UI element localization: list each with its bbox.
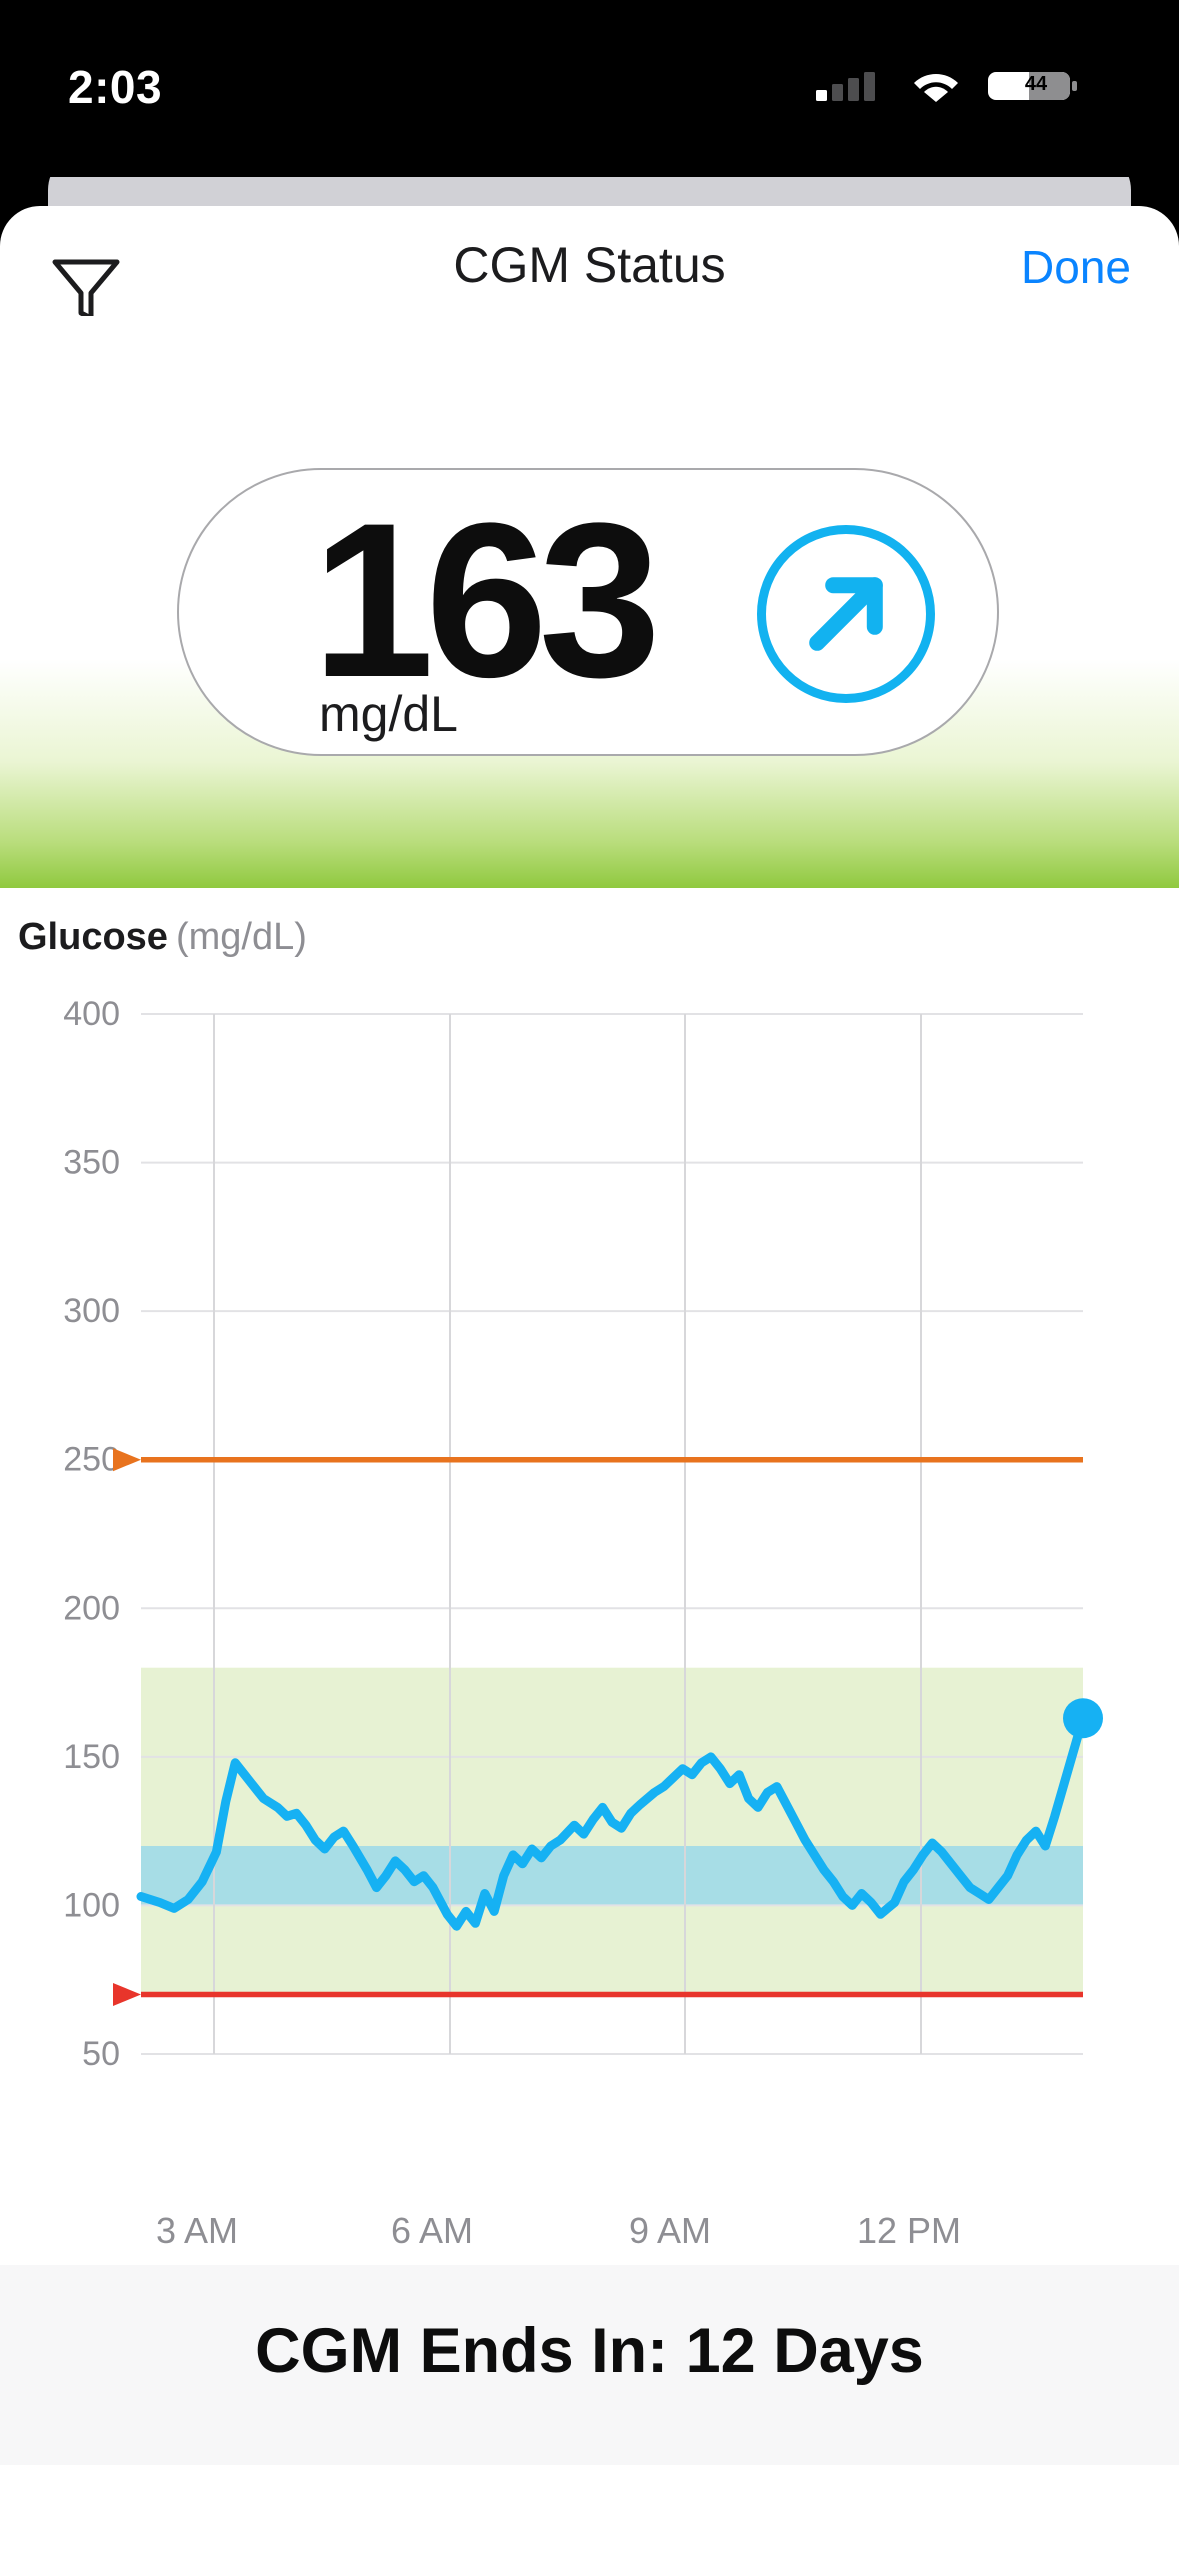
svg-text:350: 350 (63, 1144, 120, 1182)
svg-text:200: 200 (63, 1589, 120, 1627)
svg-text:100: 100 (63, 1886, 120, 1924)
svg-text:400: 400 (63, 995, 120, 1033)
svg-text:300: 300 (63, 1292, 120, 1330)
svg-text:150: 150 (63, 1738, 120, 1776)
svg-text:250: 250 (63, 1441, 120, 1479)
svg-text:50: 50 (82, 2035, 120, 2073)
